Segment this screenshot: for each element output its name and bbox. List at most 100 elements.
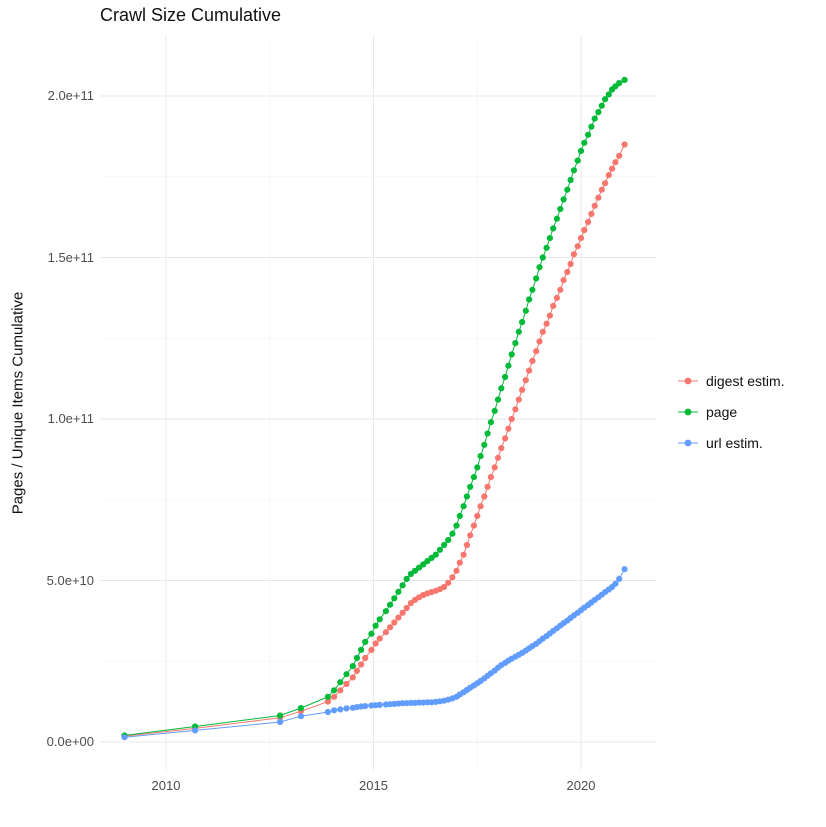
data-point-page <box>546 235 554 242</box>
data-point-url-estim <box>277 718 284 726</box>
data-point-digest-estim <box>543 320 550 327</box>
data-point-page <box>424 558 431 565</box>
data-point-digest-estim <box>564 268 571 276</box>
data-point-page <box>567 176 574 184</box>
data-point-page <box>505 362 512 369</box>
data-point-url-estim <box>192 727 199 734</box>
data-point-page <box>474 464 481 471</box>
data-point-digest-estim <box>560 277 567 284</box>
data-point-page <box>588 123 595 130</box>
data-point-digest-estim <box>598 186 605 193</box>
data-point-url-estim <box>121 734 128 741</box>
data-point-digest-estim <box>536 338 543 345</box>
data-point-page <box>416 564 423 571</box>
data-point-digest-estim <box>445 579 452 586</box>
x-tick-label: 2020 <box>566 778 596 793</box>
data-point-digest-estim <box>331 693 338 700</box>
data-point-page <box>449 530 456 537</box>
data-point-url-estim <box>343 705 350 712</box>
data-point-digest-estim <box>349 674 356 681</box>
legend-key-icon-digest-estim <box>678 377 698 385</box>
data-point-page <box>536 264 543 271</box>
series-line-page <box>124 79 625 736</box>
data-point-page <box>436 546 443 553</box>
data-point-page <box>543 244 550 251</box>
legend-key-icon-url-estim <box>678 439 698 447</box>
data-point-page <box>616 80 623 87</box>
data-point-page <box>445 537 452 544</box>
data-point-page <box>577 147 585 154</box>
data-point-digest-estim <box>505 425 512 432</box>
data-point-digest-estim <box>491 464 498 471</box>
data-point-digest-estim <box>460 551 467 558</box>
data-point-page <box>533 275 540 282</box>
data-point-page <box>403 575 410 583</box>
data-point-digest-estim <box>453 567 460 574</box>
data-point-page <box>372 622 379 629</box>
data-point-digest-estim <box>612 159 619 166</box>
data-point-page <box>526 296 533 303</box>
data-point-digest-estim <box>609 165 616 172</box>
data-point-digest-estim <box>387 624 394 631</box>
data-point-digest-estim <box>553 294 561 301</box>
data-point-digest-estim <box>591 202 598 209</box>
data-point-url-estim <box>616 575 623 583</box>
data-point-digest-estim <box>602 180 609 187</box>
data-point-page <box>585 131 592 138</box>
data-point-url-estim <box>337 706 344 713</box>
legend-item-url-estim: url estim. <box>676 434 785 452</box>
data-point-digest-estim <box>456 559 463 566</box>
data-point-url-estim <box>324 708 331 716</box>
data-point-page <box>574 157 581 164</box>
data-point-url-estim <box>621 566 628 573</box>
data-point-page <box>460 503 467 510</box>
data-point-digest-estim <box>494 454 502 461</box>
data-point-digest-estim <box>498 445 505 452</box>
data-point-page <box>376 616 383 623</box>
data-point-page <box>467 483 474 490</box>
data-point-page <box>331 687 338 694</box>
y-tick-label: 1.5e+11 <box>47 249 94 265</box>
data-point-page <box>297 705 304 712</box>
data-point-page <box>463 493 470 500</box>
data-point-digest-estim <box>550 302 557 309</box>
data-point-digest-estim <box>502 435 509 442</box>
data-point-digest-estim <box>324 698 331 705</box>
legend-key-icon-page <box>678 408 698 416</box>
data-point-digest-estim <box>570 251 578 258</box>
data-point-digest-estim <box>343 680 350 688</box>
data-point-digest-estim <box>474 512 481 520</box>
y-tick-label: 0.0e+00 <box>46 734 94 749</box>
data-point-page <box>358 646 365 654</box>
data-point-digest-estim <box>358 661 365 668</box>
data-point-page <box>395 588 402 595</box>
data-point-digest-estim <box>376 635 383 642</box>
data-point-digest-estim <box>539 328 546 335</box>
data-point-page <box>570 167 578 174</box>
data-point-page <box>399 582 406 589</box>
data-point-digest-estim <box>581 226 588 234</box>
data-point-page <box>349 663 356 670</box>
data-point-digest-estim <box>557 286 564 293</box>
y-tick-label: 1.0e+11 <box>47 411 94 426</box>
data-point-page <box>481 441 488 448</box>
data-point-digest-estim <box>519 386 526 393</box>
data-point-page <box>441 541 448 549</box>
data-point-page <box>502 373 509 381</box>
data-point-page <box>515 328 522 335</box>
data-point-digest-estim <box>395 614 402 621</box>
data-point-url-estim <box>297 713 304 720</box>
data-point-page <box>324 693 331 700</box>
data-point-digest-estim <box>567 260 574 268</box>
data-point-digest-estim <box>533 348 540 355</box>
legend-item-page: page <box>676 403 785 421</box>
data-point-page <box>277 712 284 719</box>
data-point-page <box>560 196 567 203</box>
data-point-page <box>553 215 561 222</box>
data-point-page <box>391 595 398 602</box>
legend: digest estim. page url estim. <box>676 372 785 465</box>
x-tick-label: 2010 <box>151 778 181 793</box>
data-point-digest-estim <box>595 194 602 201</box>
data-point-digest-estim <box>382 629 389 636</box>
